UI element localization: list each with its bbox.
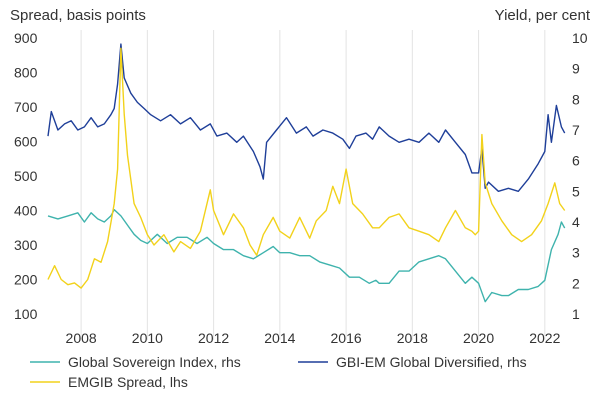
- legend-label-1: GBI-EM Global Diversified, rhs: [336, 354, 527, 370]
- left-tick-400: 400: [14, 203, 38, 219]
- right-tick-10: 10: [572, 30, 588, 46]
- legend: Global Sovereign Index, rhs GBI-EM Global…: [30, 354, 527, 390]
- right-tick-3: 3: [572, 245, 580, 261]
- right-tick-9: 9: [572, 61, 580, 77]
- x-tick-2008: 2008: [66, 330, 97, 346]
- left-axis: 900 800 700 600 500 400 300 200 100: [14, 30, 38, 322]
- legend-label-2: EMGIB Spread, lhs: [68, 374, 188, 390]
- x-tick-2018: 2018: [397, 330, 428, 346]
- right-tick-6: 6: [572, 153, 580, 169]
- series-group: [47, 43, 566, 303]
- right-axis-title: Yield, per cent: [495, 7, 591, 24]
- series-line-2: [47, 47, 566, 289]
- left-tick-200: 200: [14, 272, 38, 288]
- legend-label-0: Global Sovereign Index, rhs: [68, 354, 241, 370]
- x-tick-2020: 2020: [463, 330, 494, 346]
- x-tick-2014: 2014: [264, 330, 295, 346]
- right-tick-1: 1: [572, 306, 580, 322]
- right-tick-8: 8: [572, 91, 580, 107]
- left-tick-100: 100: [14, 306, 38, 322]
- x-axis: 2008 2010 2012 2014 2016 2018 2020 2022: [66, 330, 561, 346]
- x-tick-2012: 2012: [198, 330, 229, 346]
- left-axis-title: Spread, basis points: [10, 7, 146, 24]
- grid: [80, 30, 546, 340]
- series-line-1: [47, 43, 566, 193]
- left-tick-800: 800: [14, 65, 38, 81]
- x-tick-2010: 2010: [132, 330, 163, 346]
- left-tick-700: 700: [14, 99, 38, 115]
- x-tick-2016: 2016: [331, 330, 362, 346]
- right-axis: 10 9 8 7 6 5 4 3 2 1: [572, 30, 588, 322]
- right-tick-4: 4: [572, 214, 580, 230]
- right-tick-7: 7: [572, 122, 580, 138]
- right-tick-2: 2: [572, 275, 580, 291]
- series-line-0: [47, 208, 566, 303]
- left-tick-500: 500: [14, 168, 38, 184]
- left-tick-600: 600: [14, 134, 38, 150]
- left-tick-300: 300: [14, 237, 38, 253]
- left-tick-900: 900: [14, 30, 38, 46]
- x-tick-2022: 2022: [529, 330, 560, 346]
- right-tick-5: 5: [572, 183, 580, 199]
